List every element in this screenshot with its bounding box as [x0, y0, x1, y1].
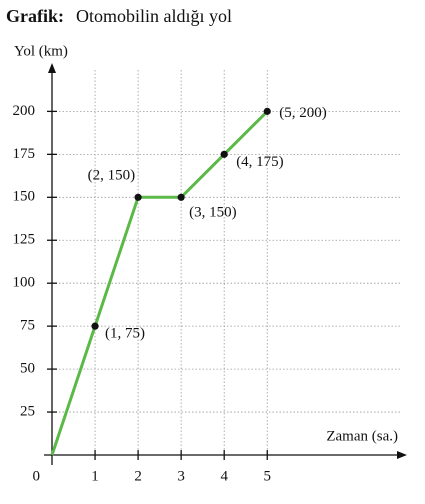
x-tick-label: 2	[134, 468, 142, 484]
y-tick-label: 125	[13, 232, 36, 248]
data-label: (2, 150)	[88, 168, 136, 184]
x-tick-label: 1	[91, 468, 99, 484]
x-axis-arrow	[397, 451, 407, 459]
x-tick-label: 3	[177, 468, 185, 484]
y-tick-label: 175	[13, 146, 36, 162]
data-point	[177, 193, 185, 201]
origin-label: 0	[33, 468, 41, 484]
x-tick-label: 5	[263, 468, 271, 484]
data-label: (4, 175)	[236, 154, 284, 170]
data-point	[91, 322, 99, 330]
y-tick-label: 25	[20, 403, 35, 419]
data-point	[134, 193, 142, 201]
data-point	[220, 150, 228, 158]
title-label: Grafik:	[6, 6, 64, 26]
y-axis-arrow	[48, 63, 56, 73]
data-point	[263, 107, 271, 115]
y-axis-label: Yol (km)	[14, 43, 68, 59]
y-tick-label: 200	[13, 103, 36, 119]
y-tick-label: 100	[13, 275, 36, 291]
data-label: (5, 200)	[279, 105, 327, 121]
x-tick-label: 4	[220, 468, 228, 484]
data-line	[50, 110, 269, 456]
data-label: (1, 75)	[105, 326, 145, 342]
y-tick-label: 75	[20, 318, 35, 334]
y-tick-label: 150	[13, 189, 36, 205]
chart-title: Otomobilin aldığı yol	[76, 6, 232, 26]
x-axis-label: Zaman (sa.)	[326, 428, 398, 444]
data-label: (3, 150)	[189, 205, 237, 221]
y-tick-label: 50	[20, 361, 35, 377]
